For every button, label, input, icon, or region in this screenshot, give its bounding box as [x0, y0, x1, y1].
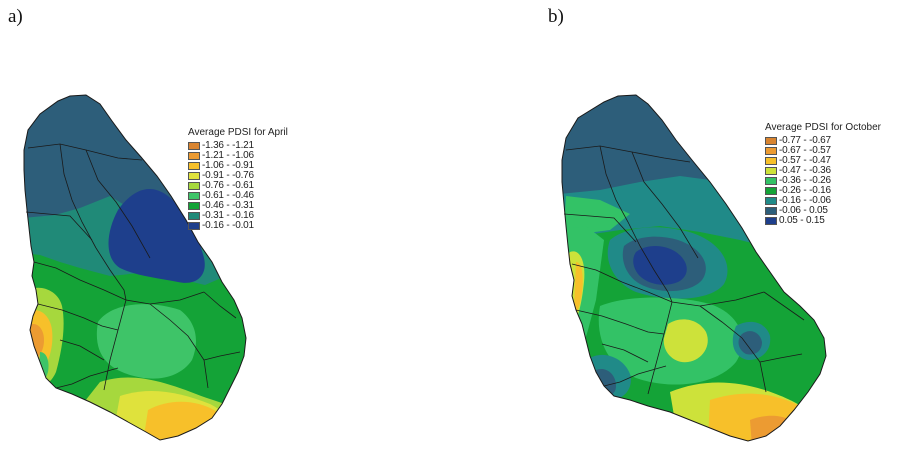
legend-swatch	[765, 157, 777, 165]
legend-title: Average PDSI for October	[765, 122, 881, 133]
legend-range-label: -0.77 - -0.67	[779, 135, 831, 146]
legend-item: -0.16 - -0.06	[765, 196, 881, 206]
map-october-parish-boundaries	[563, 145, 805, 395]
legend-range-label: -0.26 - -0.16	[779, 185, 831, 196]
legend-october: Average PDSI for October -0.77 - -0.67 -0…	[765, 123, 881, 226]
legend-swatch	[765, 217, 777, 225]
legend-swatch	[188, 172, 200, 180]
legend-range-label: -0.76 - -0.61	[202, 180, 254, 191]
legend-range-label: -1.06 - -0.91	[202, 160, 254, 171]
legend-range-label: -0.61 - -0.46	[202, 190, 254, 201]
legend-item: -0.91 - -0.76	[188, 171, 288, 181]
legend-swatch	[765, 187, 777, 195]
legend-range-label: -0.16 - -0.06	[779, 195, 831, 206]
legend-range-label: 0.05 - 0.15	[779, 215, 825, 226]
map-april-parish-boundaries	[25, 143, 241, 391]
legend-range-label: -1.21 - -1.06	[202, 150, 254, 161]
legend-item: -0.31 - -0.16	[188, 211, 288, 221]
legend-swatch	[188, 212, 200, 220]
legend-item: -0.26 - -0.16	[765, 186, 881, 196]
legend-swatch	[765, 167, 777, 175]
legend-swatch	[188, 192, 200, 200]
map-october-outline	[561, 94, 827, 442]
map-april-outline	[23, 94, 247, 441]
legend-item: -0.06 - 0.05	[765, 206, 881, 216]
legend-range-label: -0.46 - -0.31	[202, 200, 254, 211]
legend-swatch	[188, 182, 200, 190]
legend-item: -0.57 - -0.47	[765, 156, 881, 166]
legend-swatch	[188, 222, 200, 230]
legend-item: -0.77 - -0.67	[765, 136, 881, 146]
legend-item: -1.06 - -0.91	[188, 161, 288, 171]
legend-swatch	[765, 137, 777, 145]
legend-swatch	[765, 177, 777, 185]
legend-range-label: -0.91 - -0.76	[202, 170, 254, 181]
legend-item: -0.47 - -0.36	[765, 166, 881, 176]
legend-range-label: -0.31 - -0.16	[202, 210, 254, 221]
legend-item: -0.46 - -0.31	[188, 201, 288, 211]
legend-item: 0.05 - 0.15	[765, 216, 881, 226]
legend-item: -0.76 - -0.61	[188, 181, 288, 191]
legend-title: Average PDSI for April	[188, 127, 288, 138]
legend-swatch	[188, 142, 200, 150]
legend-item: -0.61 - -0.46	[188, 191, 288, 201]
legend-swatch	[188, 202, 200, 210]
legend-range-label: -0.36 - -0.26	[779, 175, 831, 186]
panel-label-a: a)	[8, 6, 23, 27]
legend-swatch	[765, 147, 777, 155]
legend-range-label: -0.47 - -0.36	[779, 165, 831, 176]
legend-item: -0.67 - -0.57	[765, 146, 881, 156]
legend-range-label: -0.57 - -0.47	[779, 155, 831, 166]
panel-label-b: b)	[548, 6, 564, 27]
legend-swatch	[188, 152, 200, 160]
legend-item: -1.21 - -1.06	[188, 151, 288, 161]
legend-april: Average PDSI for April -1.36 - -1.21 -1.2…	[188, 128, 288, 231]
legend-item: -1.36 - -1.21	[188, 141, 288, 151]
legend-range-label: -1.36 - -1.21	[202, 140, 254, 151]
legend-range-label: -0.06 - 0.05	[779, 205, 828, 216]
legend-swatch	[765, 197, 777, 205]
legend-range-label: -0.16 - -0.01	[202, 220, 254, 231]
legend-swatch	[188, 162, 200, 170]
legend-item: -0.16 - -0.01	[188, 221, 288, 231]
legend-item: -0.36 - -0.26	[765, 176, 881, 186]
map-april	[23, 94, 247, 441]
map-october	[561, 94, 827, 442]
legend-range-label: -0.67 - -0.57	[779, 145, 831, 156]
legend-swatch	[765, 207, 777, 215]
